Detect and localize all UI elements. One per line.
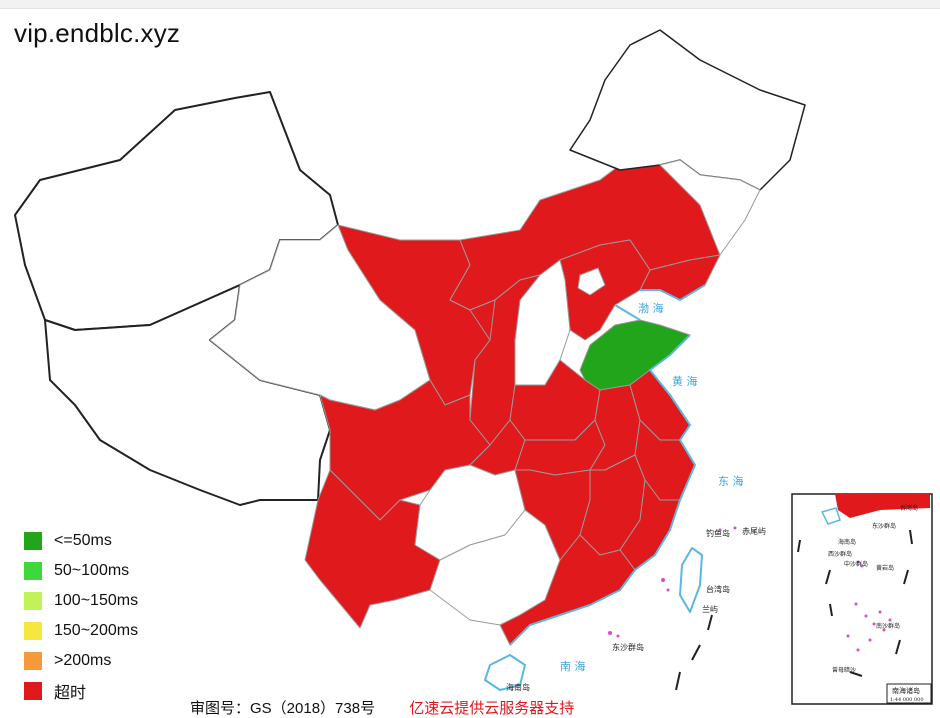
legend-label: <=50ms [54, 532, 112, 549]
legend-swatch [24, 592, 42, 610]
inset-label-huangyan: 黄岩岛 [876, 564, 894, 572]
legend-label: >200ms [54, 652, 112, 669]
legend-item: <=50ms [24, 526, 138, 556]
legend-swatch [24, 562, 42, 580]
dash-line [675, 614, 713, 691]
footer: 审图号：GS（2018）738号 亿速云提供云服务器支持 [190, 697, 574, 718]
approval-number: 审图号：GS（2018）738号 [190, 700, 376, 717]
legend-item: >200ms [24, 646, 138, 676]
legend-swatch [24, 652, 42, 670]
inset-label-zengmu: 曾母暗沙 [832, 666, 856, 674]
legend-swatch [24, 622, 42, 640]
region-beijing[interactable] [577, 267, 606, 296]
sea-labels: 渤 海 黄 海 东 海 南 海 [560, 301, 744, 673]
sponsor-link[interactable]: 亿速云提供云服务器支持 [409, 700, 575, 717]
sea-label-yellow: 黄 海 [672, 374, 698, 388]
island-labels: 钓鱼岛 赤尾屿 台湾岛 兰屿 东沙群岛 海南岛 [506, 527, 766, 692]
inset-label-nansha: 南沙群岛 [876, 622, 900, 630]
legend-item: 50~100ms [24, 556, 138, 586]
sea-label-bohai: 渤 海 [638, 301, 664, 315]
top-bar [0, 0, 940, 9]
legend-item: 超时 [24, 676, 138, 706]
inset-label-hainan: 海南岛 [838, 538, 856, 546]
legend-label: 50~100ms [54, 562, 130, 579]
legend-label: 150~200ms [54, 622, 139, 639]
page-title: vip.endblc.xyz [14, 18, 181, 48]
label-chiwei: 赤尾屿 [742, 527, 766, 536]
label-taiwan: 台湾岛 [706, 584, 730, 594]
label-lanyu: 兰屿 [702, 604, 718, 614]
legend-item: 150~200ms [24, 616, 138, 646]
island-dots [608, 526, 737, 638]
inset-label-xisha: 西沙群岛 [828, 550, 852, 558]
label-dongsha: 东沙群岛 [612, 642, 644, 652]
inset-scale: 1:44 000 000 [890, 697, 924, 703]
inset-label-taiwan: 台湾岛 [900, 504, 918, 512]
legend-swatch [24, 532, 42, 550]
inset-title: 南海诸岛 [892, 686, 920, 695]
region-jilin[interactable] [659, 159, 761, 256]
legend-item: 100~150ms [24, 586, 138, 616]
legend-label: 100~150ms [54, 592, 139, 609]
legend: <=50ms 50~100ms 100~150ms 150~200ms >200… [24, 526, 138, 706]
inset-label-zhongsha: 中沙群岛 [844, 560, 868, 568]
sea-label-east: 东 海 [718, 474, 744, 488]
legend-label: 超时 [54, 685, 87, 702]
sea-label-south: 南 海 [560, 659, 586, 673]
region-hainan[interactable] [484, 654, 526, 691]
inset-label-dongsha: 东沙群岛 [872, 522, 896, 530]
label-hainan: 海南岛 [506, 682, 530, 692]
label-diaoyu: 钓鱼岛 [706, 528, 730, 538]
coastline [509, 284, 706, 646]
region-taiwan[interactable] [679, 547, 703, 613]
south-china-sea-inset: 台湾岛 东沙群岛 海南岛 西沙群岛 中沙群岛 黄岩岛 南沙群岛 曾母暗沙 南海诸… [791, 493, 933, 705]
legend-swatch [24, 682, 42, 700]
